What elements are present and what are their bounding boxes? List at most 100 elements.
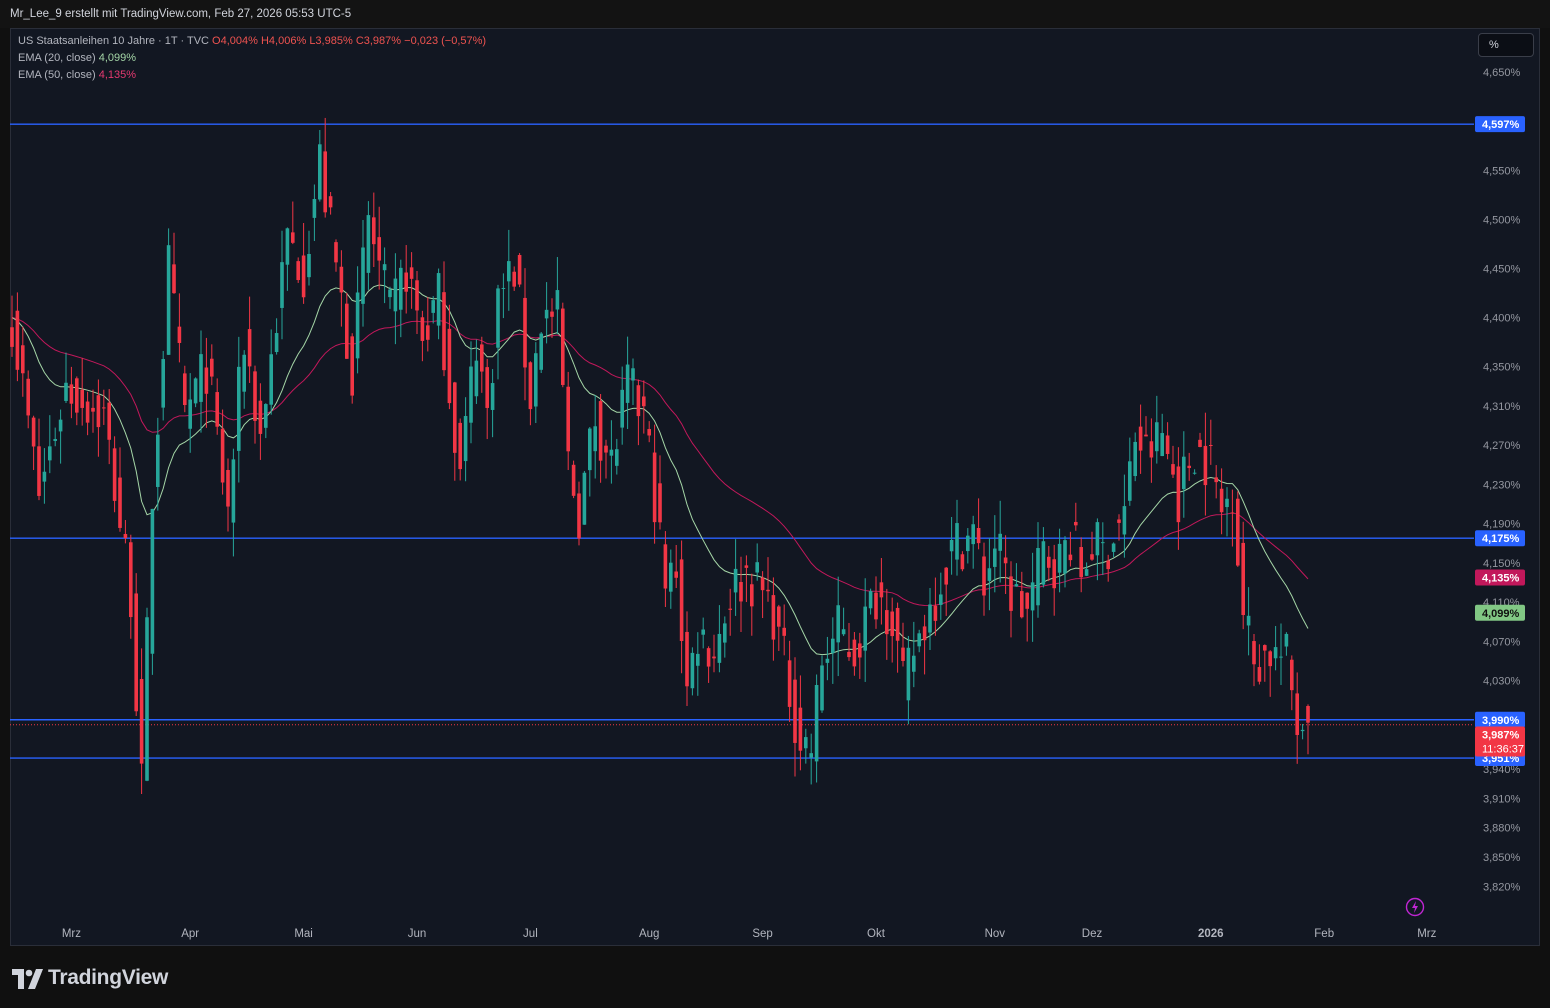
candle-body	[1009, 576, 1013, 611]
candle	[858, 632, 862, 679]
candle	[215, 378, 219, 435]
candle-body	[1047, 556, 1051, 568]
candle-body	[690, 652, 695, 689]
candlestick-chart[interactable]: 4,650% 4,550% 4,500% 4,450% 4,400% 4,350% 4,31…	[10, 28, 1540, 946]
last-price-label-text: 3,987%	[1482, 729, 1520, 741]
candle	[620, 366, 624, 445]
candle-body	[825, 658, 830, 663]
candle-body	[588, 428, 592, 471]
candle-body	[593, 426, 597, 452]
candle-body	[129, 542, 133, 618]
candle-body	[1295, 693, 1299, 735]
candle-body	[652, 452, 657, 523]
candle	[150, 508, 155, 675]
candle-body	[501, 287, 506, 289]
candle	[1111, 542, 1116, 558]
candle	[906, 635, 911, 725]
ema50-label: 4,135%	[1475, 569, 1525, 586]
candle	[809, 733, 813, 785]
candle-body	[237, 366, 241, 451]
candle	[733, 539, 738, 616]
candle	[528, 361, 533, 426]
y-tick-label: 3,940%	[1483, 764, 1521, 776]
candle	[420, 310, 425, 362]
candle	[696, 632, 700, 696]
candle	[642, 380, 646, 434]
candle-body	[1273, 647, 1278, 659]
candle	[1279, 623, 1283, 685]
candle	[577, 481, 581, 546]
candle-body	[10, 327, 14, 347]
y-tick-label: 4,400%	[1483, 312, 1521, 324]
legend-high: H4,006%	[260, 35, 307, 47]
candle-body	[566, 386, 570, 452]
price-labels: 4,597%4,175%3,990%3,951%4,135%4,099%3,98…	[1475, 116, 1525, 767]
candle-body	[107, 402, 111, 440]
candle-body	[480, 344, 484, 372]
candle	[91, 389, 95, 433]
candle	[679, 540, 684, 674]
candle	[912, 621, 916, 688]
candle-body	[307, 253, 311, 278]
hline-label-text: 3,990%	[1482, 715, 1520, 727]
percent-scale-button[interactable]: %	[1478, 33, 1534, 57]
candle-body	[1084, 569, 1089, 576]
candle	[188, 373, 192, 453]
candle	[355, 266, 360, 374]
candle	[285, 227, 290, 291]
candle	[1252, 633, 1256, 687]
candle-body	[415, 280, 419, 311]
candle	[982, 542, 986, 616]
candle	[723, 616, 727, 658]
legend-close: C3,987%	[355, 35, 402, 47]
candle	[847, 623, 851, 661]
candle-body	[1252, 641, 1256, 665]
lightning-icon[interactable]	[1405, 897, 1425, 917]
candle-body	[393, 278, 398, 312]
candle	[874, 576, 878, 629]
y-tick-label: 4,070%	[1483, 636, 1521, 648]
candle	[1084, 562, 1089, 577]
candle-body	[404, 272, 408, 292]
candle-body	[1176, 466, 1181, 523]
candle-body	[242, 354, 246, 392]
candle	[966, 528, 970, 564]
candle-body	[1074, 521, 1078, 526]
candle	[690, 647, 695, 696]
candle-body	[1236, 498, 1240, 566]
candle-body	[426, 325, 430, 340]
candle	[334, 239, 338, 272]
legend-ema50-value: 4,135%	[98, 69, 137, 81]
y-tick-label: 3,850%	[1483, 852, 1521, 864]
candle-body	[463, 416, 468, 462]
candle-body	[598, 401, 603, 461]
ema50-label-text: 4,135%	[1482, 572, 1520, 584]
y-tick-label: 4,450%	[1483, 263, 1521, 275]
candle-body	[112, 448, 117, 501]
candle	[755, 543, 759, 581]
y-tick-label: 4,030%	[1483, 676, 1521, 688]
candle	[777, 604, 781, 651]
candle-body	[631, 368, 635, 381]
candle-body	[377, 237, 381, 261]
candle	[1009, 561, 1013, 638]
candle	[582, 470, 587, 525]
candle	[372, 192, 376, 268]
candle	[1052, 544, 1056, 616]
legend-symbol: US Staatsanleihen 10 Jahre · 1T · TVC	[18, 35, 209, 47]
candle-body	[1020, 591, 1024, 618]
candle	[118, 447, 122, 532]
horizontal-lines	[10, 123, 1474, 759]
candle-body	[1192, 472, 1197, 474]
candle	[507, 229, 511, 311]
candle-body	[561, 308, 565, 385]
candle	[771, 577, 776, 661]
candle-body	[69, 384, 74, 404]
candle-body	[1182, 456, 1186, 490]
candle-body	[15, 310, 20, 370]
candle	[701, 617, 705, 649]
candle-body	[215, 392, 219, 427]
candle	[523, 268, 527, 401]
candle-body	[1263, 645, 1267, 651]
candle-body	[885, 610, 889, 635]
